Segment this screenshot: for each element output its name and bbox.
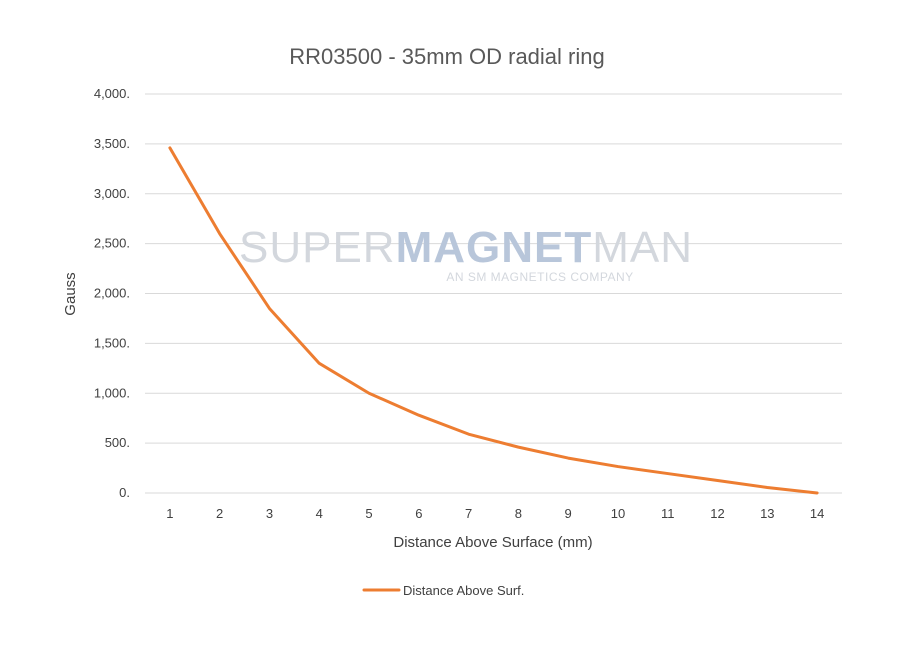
y-tick-label: 0. (119, 485, 130, 500)
legend-entry-label: Distance Above Surf. (403, 583, 524, 598)
x-tick-label: 13 (760, 506, 774, 521)
x-tick-label: 5 (365, 506, 372, 521)
series-line (168, 146, 819, 495)
x-tick-label: 4 (316, 506, 323, 521)
watermark-tagline: AN SM MAGNETICS COMPANY (446, 270, 633, 284)
watermark-word-man: MAN (592, 223, 693, 272)
chart-title: RR03500 - 35mm OD radial ring (289, 44, 604, 69)
y-tick-label: 1,500. (94, 335, 130, 350)
x-axis-ticks: 1 2 3 4 5 6 7 8 9 10 11 12 13 14 (166, 506, 824, 521)
x-tick-label: 11 (661, 506, 675, 521)
x-tick-label: 12 (710, 506, 724, 521)
y-tick-label: 3,500. (94, 136, 130, 151)
watermark-word-magnet: MAGNET (396, 223, 593, 272)
x-tick-label: 10 (611, 506, 625, 521)
svg-text:SUPERMAGNETMAN: SUPERMAGNETMAN (239, 223, 693, 272)
x-tick-label: 7 (465, 506, 472, 521)
y-axis-ticks: 0. 500. 1,000. 1,500. 2,000. 2,500. 3,000. 3,50… (94, 86, 130, 500)
x-tick-label: 14 (810, 506, 824, 521)
x-tick-label: 1 (166, 506, 173, 521)
y-tick-label: 2,000. (94, 286, 130, 301)
watermark: SUPERMAGNETMAN AN SM MAGNETICS COMPANY (239, 223, 693, 284)
y-tick-label: 4,000. (94, 86, 130, 101)
y-tick-label: 2,500. (94, 236, 130, 251)
gridlines (145, 93, 842, 494)
y-tick-label: 1,000. (94, 385, 130, 400)
series-group (168, 146, 819, 495)
x-tick-label: 9 (565, 506, 572, 521)
x-tick-label: 8 (515, 506, 522, 521)
y-tick-label: 500. (105, 435, 130, 450)
x-tick-label: 3 (266, 506, 273, 521)
x-tick-label: 2 (216, 506, 223, 521)
y-tick-label: 3,000. (94, 186, 130, 201)
watermark-word-super: SUPER (239, 223, 396, 272)
y-axis-label: Gauss (62, 272, 79, 315)
legend: Distance Above Surf. (362, 583, 524, 598)
x-tick-label: 6 (415, 506, 422, 521)
x-axis-label: Distance Above Surface (mm) (393, 534, 592, 551)
